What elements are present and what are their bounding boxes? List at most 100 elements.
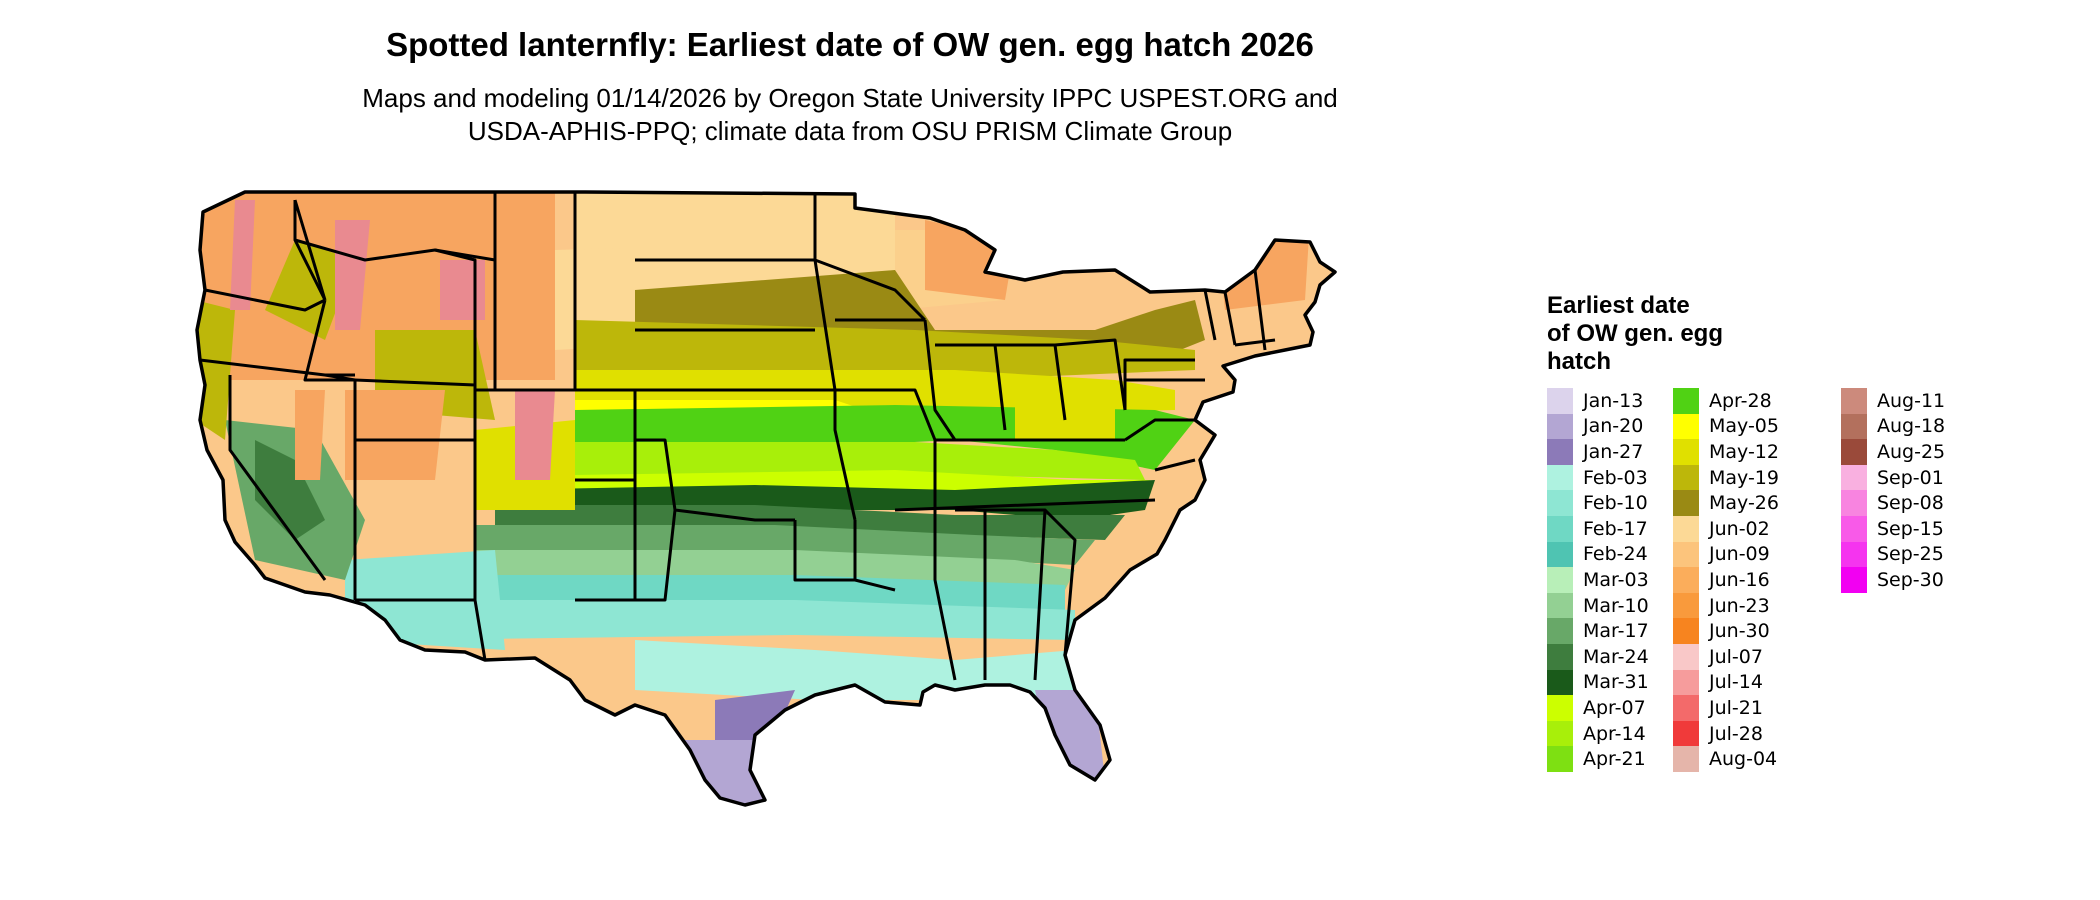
legend-swatch: [1673, 746, 1699, 772]
legend-swatch: [1673, 720, 1699, 747]
legend: Earliest date of OW gen. egg hatch Jan-1…: [1547, 292, 1945, 772]
legend-label: Sep-15: [1877, 517, 1944, 540]
legend-item: Sep-15: [1841, 515, 1997, 542]
map-subtitle: Maps and modeling 01/14/2026 by Oregon S…: [0, 82, 1700, 148]
legend-label: Mar-03: [1583, 568, 1649, 591]
legend-item: Feb-24: [1547, 541, 1673, 568]
legend-swatch: [1841, 567, 1867, 593]
legend-label: Jun-09: [1709, 543, 1770, 566]
legend-item: Mar-03: [1547, 567, 1673, 593]
legend-label: Mar-10: [1583, 594, 1649, 617]
legend-label: Aug-18: [1877, 415, 1946, 438]
legend-item: May-05: [1673, 413, 1841, 440]
legend-item: Feb-03: [1547, 464, 1673, 491]
legend-swatch: [1673, 490, 1699, 516]
legend-label: Jul-14: [1709, 671, 1763, 694]
legend-swatch: [1841, 439, 1867, 465]
legend-swatch: [1673, 592, 1699, 619]
legend-item: Jun-30: [1673, 618, 1841, 644]
legend-swatch: [1673, 413, 1699, 440]
legend-swatch: [1547, 541, 1573, 568]
legend-item: Aug-11: [1841, 388, 1997, 414]
legend-item: Jan-20: [1547, 413, 1673, 440]
legend-label: Apr-14: [1583, 722, 1646, 745]
legend-swatch: [1547, 720, 1573, 747]
legend-label: Apr-28: [1709, 389, 1772, 412]
legend-item: Sep-08: [1841, 490, 1997, 516]
legend-item: Sep-01: [1841, 464, 1997, 491]
legend-item: May-19: [1673, 464, 1841, 491]
legend-swatch: [1547, 388, 1573, 414]
legend-swatch: [1841, 515, 1867, 542]
legend-column: Jan-13 Jan-20 Jan-27 Feb-03 Feb-10 Feb-17 Feb-…: [1547, 388, 1673, 772]
subtitle-line-1: Maps and modeling 01/14/2026 by Oregon S…: [362, 83, 1338, 113]
legend-swatch: [1841, 464, 1867, 491]
legend-label: May-19: [1709, 466, 1779, 489]
legend-swatch: [1673, 388, 1699, 414]
legend-item: Jul-14: [1673, 669, 1841, 696]
legend-swatch: [1547, 413, 1573, 440]
legend-label: Feb-17: [1583, 517, 1648, 540]
legend-label: Mar-31: [1583, 671, 1649, 694]
legend-swatch: [1841, 388, 1867, 414]
legend-label: Mar-24: [1583, 645, 1649, 668]
legend-label: Sep-25: [1877, 543, 1944, 566]
legend-label: Jun-30: [1709, 620, 1770, 643]
legend-swatch: [1673, 669, 1699, 696]
legend-swatch: [1547, 490, 1573, 516]
legend-item: Apr-14: [1547, 720, 1673, 747]
legend-swatch: [1547, 618, 1573, 644]
legend-swatch: [1673, 515, 1699, 542]
legend-swatch: [1547, 669, 1573, 696]
legend-item: Jan-27: [1547, 439, 1673, 465]
legend-item: Jun-02: [1673, 515, 1841, 542]
legend-label: Jan-27: [1583, 440, 1644, 463]
legend-label: Jun-02: [1709, 517, 1770, 540]
legend-title-line-3: hatch: [1547, 348, 1612, 375]
legend-item: Apr-07: [1547, 695, 1673, 721]
legend-label: Aug-04: [1709, 748, 1778, 771]
legend-item: Sep-30: [1841, 567, 1997, 593]
legend-item: Feb-17: [1547, 515, 1673, 542]
legend-label: Aug-25: [1877, 440, 1946, 463]
legend-title-line-2: of OW gen. egg: [1547, 320, 1723, 347]
legend-item: Jun-09: [1673, 541, 1841, 568]
legend-item: Apr-28: [1673, 388, 1841, 414]
legend-swatch: [1547, 592, 1573, 619]
legend-swatch: [1841, 413, 1867, 440]
legend-item: Feb-10: [1547, 490, 1673, 516]
legend-swatch: [1673, 464, 1699, 491]
legend-item: Jun-16: [1673, 567, 1841, 593]
legend-swatch: [1547, 643, 1573, 670]
legend-item: Mar-31: [1547, 669, 1673, 696]
legend-column: Apr-28 May-05 May-12 May-19 May-26 Jun-02 Jun-…: [1673, 388, 1841, 772]
legend-swatch: [1673, 567, 1699, 593]
legend-label: Apr-21: [1583, 748, 1646, 771]
legend-label: Jul-21: [1709, 696, 1763, 719]
legend-item: Jun-23: [1673, 592, 1841, 619]
legend-swatch: [1673, 643, 1699, 670]
legend-swatch: [1673, 695, 1699, 721]
legend-label: Apr-07: [1583, 696, 1646, 719]
legend-swatch: [1547, 567, 1573, 593]
legend-label: Jun-16: [1709, 568, 1770, 591]
legend-label: Jul-28: [1709, 722, 1763, 745]
legend-swatch: [1673, 618, 1699, 644]
legend-label: May-12: [1709, 440, 1779, 463]
legend-label: Sep-30: [1877, 568, 1944, 591]
legend-item: Aug-18: [1841, 413, 1997, 440]
legend-label: Jun-23: [1709, 594, 1770, 617]
legend-item: Jul-07: [1673, 643, 1841, 670]
legend-item: May-12: [1673, 439, 1841, 465]
legend-label: Sep-01: [1877, 466, 1944, 489]
legend-item: Mar-10: [1547, 592, 1673, 619]
legend-item: Aug-25: [1841, 439, 1997, 465]
legend-label: Feb-24: [1583, 543, 1648, 566]
legend-label: May-05: [1709, 415, 1779, 438]
legend-label: Sep-08: [1877, 492, 1944, 515]
legend-label: May-26: [1709, 492, 1779, 515]
legend-item: Mar-17: [1547, 618, 1673, 644]
legend-swatch: [1547, 464, 1573, 491]
legend-item: Sep-25: [1841, 541, 1997, 568]
legend-swatch: [1547, 746, 1573, 772]
